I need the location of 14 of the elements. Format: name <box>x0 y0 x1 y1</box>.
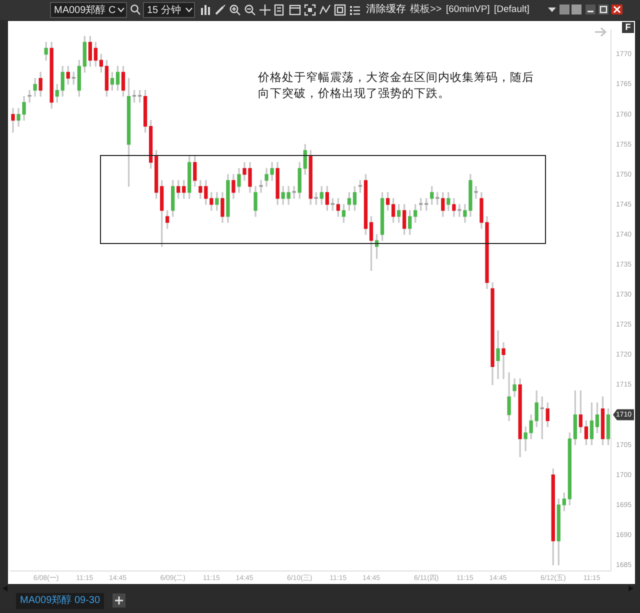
candlestick <box>458 204 462 217</box>
candlestick <box>28 90 32 103</box>
candlestick <box>474 186 478 199</box>
text: [60minVP] <box>446 4 490 16</box>
text: F <box>622 22 634 33</box>
annotation: 价格处于窄幅震荡，大资金在区间内收集筹码，随后向下突破，价格出现了强势的下跌。 <box>258 70 535 102</box>
text: 模板>> <box>410 4 442 16</box>
text: 清除缓存 <box>366 4 406 16</box>
text: MA009郑醇 C <box>50 2 127 18</box>
text: [Default] <box>494 4 530 16</box>
candlestick <box>259 180 263 193</box>
candlestick <box>502 342 506 380</box>
text: MA009郑醇 09-30 <box>16 593 104 609</box>
text: 15 分钟 <box>143 2 195 18</box>
